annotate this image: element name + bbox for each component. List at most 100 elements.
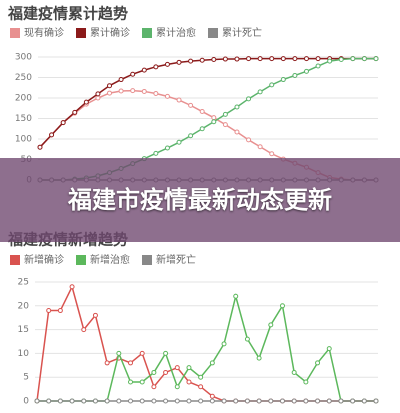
- legend-label: 新增治愈: [90, 253, 130, 266]
- point: [92, 312, 98, 318]
- point: [303, 68, 309, 74]
- point: [257, 144, 263, 150]
- point: [37, 144, 43, 150]
- point: [81, 398, 87, 404]
- point: [222, 111, 228, 117]
- point: [209, 398, 215, 404]
- point: [256, 398, 262, 404]
- point: [338, 56, 344, 62]
- point: [164, 61, 170, 67]
- y-tick-label: 300: [15, 53, 32, 63]
- legend-label: 现有确诊: [24, 26, 64, 39]
- point: [233, 398, 239, 404]
- point: [209, 360, 215, 366]
- y-tick-label: 200: [15, 94, 32, 104]
- point: [246, 137, 252, 143]
- point: [128, 360, 134, 366]
- point: [116, 350, 122, 356]
- point: [350, 398, 356, 404]
- legend-label: 累计确诊: [90, 26, 130, 39]
- point: [69, 398, 75, 404]
- point: [163, 369, 169, 375]
- point: [83, 99, 89, 105]
- point: [198, 398, 204, 404]
- point: [34, 398, 40, 404]
- y-tick-label: 25: [18, 278, 29, 288]
- point: [139, 379, 145, 385]
- point: [257, 89, 263, 95]
- series-line: [36, 284, 376, 402]
- point: [326, 398, 332, 404]
- point: [141, 67, 147, 73]
- chart-title: 福建疫情累计趋势: [7, 5, 128, 23]
- point: [151, 384, 157, 390]
- point: [139, 350, 145, 356]
- point: [153, 150, 159, 156]
- point: [326, 346, 332, 352]
- point: [174, 365, 180, 371]
- point: [234, 129, 240, 135]
- point: [186, 379, 192, 385]
- point: [176, 139, 182, 145]
- point: [174, 384, 180, 390]
- point: [303, 379, 309, 385]
- point: [268, 398, 274, 404]
- point: [128, 398, 134, 404]
- point: [107, 90, 113, 96]
- legend-swatch: [76, 28, 86, 38]
- y-tick-label: 150: [15, 114, 32, 124]
- point: [57, 398, 63, 404]
- point: [176, 97, 182, 103]
- point: [222, 122, 228, 128]
- point: [141, 88, 147, 94]
- legend-label: 新增确诊: [24, 253, 64, 266]
- point: [269, 151, 275, 157]
- point: [174, 398, 180, 404]
- point: [233, 293, 239, 299]
- point: [199, 57, 205, 63]
- point: [107, 83, 113, 89]
- point: [211, 119, 217, 125]
- point: [130, 88, 136, 94]
- point: [139, 398, 145, 404]
- point: [164, 93, 170, 99]
- point: [151, 398, 157, 404]
- legend-label: 新增死亡: [156, 253, 196, 266]
- point: [186, 365, 192, 371]
- point: [256, 355, 262, 361]
- point: [268, 322, 274, 328]
- point: [303, 398, 309, 404]
- point: [350, 56, 356, 62]
- legend-swatch: [142, 28, 152, 38]
- point: [315, 63, 321, 69]
- point: [151, 369, 157, 375]
- point: [95, 95, 101, 101]
- point: [234, 56, 240, 62]
- point: [104, 360, 110, 366]
- point: [176, 59, 182, 65]
- point: [338, 398, 344, 404]
- point: [46, 308, 52, 314]
- point: [315, 398, 321, 404]
- point: [315, 56, 321, 62]
- y-tick-label: 5: [23, 373, 29, 383]
- point: [69, 284, 75, 290]
- banner: 福建市疫情最新动态更新: [0, 158, 400, 242]
- point: [199, 126, 205, 132]
- point: [327, 58, 333, 64]
- legend-swatch: [76, 255, 86, 265]
- point: [153, 90, 159, 96]
- point: [118, 77, 124, 83]
- point: [221, 341, 227, 347]
- point: [244, 336, 250, 342]
- point: [279, 303, 285, 309]
- series-line: [37, 293, 376, 402]
- point: [279, 398, 285, 404]
- point: [199, 109, 205, 115]
- point: [118, 88, 124, 94]
- point: [92, 398, 98, 404]
- series-line: [39, 57, 376, 148]
- point: [234, 104, 240, 110]
- y-tick-label: 15: [18, 325, 29, 335]
